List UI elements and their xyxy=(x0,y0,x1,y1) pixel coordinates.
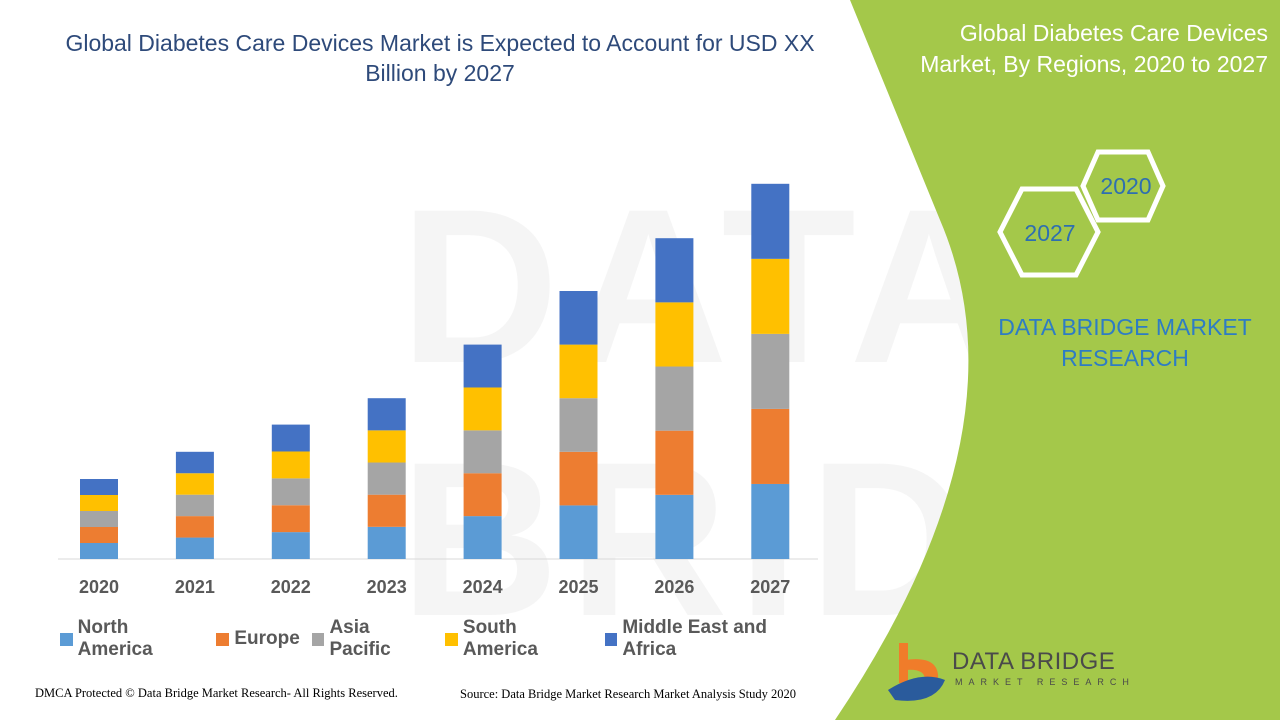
source-note: Source: Data Bridge Market Research Mark… xyxy=(460,687,797,701)
x-tick-label: 2027 xyxy=(750,577,790,597)
bar-2027-north-america xyxy=(751,483,790,559)
legend-swatch xyxy=(311,632,325,646)
bar-2021-middle-east-and-africa xyxy=(175,451,214,474)
bar-2021-north-america xyxy=(175,537,214,559)
bar-2024-middle-east-and-africa xyxy=(463,344,502,388)
bar-2023-europe xyxy=(367,494,406,527)
x-tick-label: 2022 xyxy=(271,577,311,597)
green-panel-shape xyxy=(835,0,1280,720)
bar-2022-south-america xyxy=(271,451,310,479)
x-tick-label: 2025 xyxy=(558,577,598,597)
bar-2026-middle-east-and-africa xyxy=(655,238,694,303)
legend-label: Asia Pacific xyxy=(329,617,391,660)
legend-item: Asia Pacific xyxy=(311,617,433,661)
chart-title: Global Diabetes Care Devices Market is E… xyxy=(65,30,815,86)
legend-label: South America xyxy=(462,617,538,660)
bar-2021-europe xyxy=(175,516,214,538)
logo-mark xyxy=(888,643,945,701)
bar-2024-europe xyxy=(463,473,502,517)
bar-2022-north-america xyxy=(271,532,310,559)
hexagon-2027 xyxy=(997,186,1101,278)
legend-swatch xyxy=(216,632,230,646)
legend-label: Europe xyxy=(234,628,300,649)
hex-label-2027: 2027 xyxy=(1024,220,1075,246)
bar-2026-south-america xyxy=(655,302,694,367)
bar-2022-asia-pacific xyxy=(271,478,310,506)
legend-swatch xyxy=(445,632,458,646)
legend-item: South America xyxy=(445,617,592,661)
bar-2023-middle-east-and-africa xyxy=(367,398,406,431)
bar-2020-middle-east-and-africa xyxy=(80,479,118,495)
bar-2026-europe xyxy=(655,430,694,495)
stacked-bar-chart: 2020 2021 2022 2023 2024 2025 2026 2027 xyxy=(58,183,818,597)
bar-2025-asia-pacific xyxy=(559,398,598,452)
x-tick-label: 2023 xyxy=(367,577,407,597)
bar-2023-asia-pacific xyxy=(367,462,406,495)
bar-2027-middle-east-and-africa xyxy=(751,183,790,259)
bar-2020-europe xyxy=(80,527,118,543)
bar-2023-south-america xyxy=(367,430,406,463)
legend-swatch xyxy=(60,632,73,646)
bar-2027-south-america xyxy=(751,258,790,334)
bar-2022-europe xyxy=(271,505,310,533)
bar-2020-north-america xyxy=(80,543,118,559)
bar-2025-north-america xyxy=(559,505,598,559)
bar-2025-south-america xyxy=(559,344,598,399)
bar-2026-asia-pacific xyxy=(655,366,694,431)
x-tick-label: 2026 xyxy=(654,577,694,597)
logo-subtext: MARKET RESEARCH xyxy=(955,677,1135,687)
x-tick-label: 2021 xyxy=(175,577,215,597)
dmca-notice: DMCA Protected © Data Bridge Market Rese… xyxy=(35,686,398,700)
bar-2024-south-america xyxy=(463,387,502,431)
panel-title: Global Diabetes Care Devices Market, By … xyxy=(920,20,1268,77)
legend-item: North America xyxy=(60,617,204,661)
bar-2023-north-america xyxy=(367,526,406,559)
bar-2026-north-america xyxy=(655,494,694,559)
bar-2024-north-america xyxy=(463,516,502,559)
legend-label: Middle East and Africa xyxy=(622,617,767,660)
bar-2021-asia-pacific xyxy=(175,494,214,517)
legend: North America Europe Asia Pacific South Ame… xyxy=(60,617,820,661)
x-tick-label: 2024 xyxy=(463,577,503,597)
bar-2020-asia-pacific xyxy=(80,511,118,527)
legend-item: Europe xyxy=(216,617,300,661)
legend-label: North America xyxy=(77,617,153,660)
hexagon-2020 xyxy=(1080,149,1166,223)
bar-2025-europe xyxy=(559,451,598,506)
legend-item: Middle East and Africa xyxy=(604,617,820,661)
legend-swatch xyxy=(604,632,618,646)
logo-text: DATA BRIDGE xyxy=(952,648,1116,675)
brand-name: DATA BRIDGE MARKET RESEARCH xyxy=(998,314,1252,371)
bar-2027-europe xyxy=(751,408,790,484)
bar-2024-asia-pacific xyxy=(463,430,502,474)
bar-2025-middle-east-and-africa xyxy=(559,291,598,345)
bar-2021-south-america xyxy=(175,473,214,495)
bar-2022-middle-east-and-africa xyxy=(271,424,310,452)
bar-2020-south-america xyxy=(80,495,118,511)
hex-label-2020: 2020 xyxy=(1100,173,1151,199)
x-tick-label: 2020 xyxy=(79,577,119,597)
bar-2027-asia-pacific xyxy=(751,333,790,409)
